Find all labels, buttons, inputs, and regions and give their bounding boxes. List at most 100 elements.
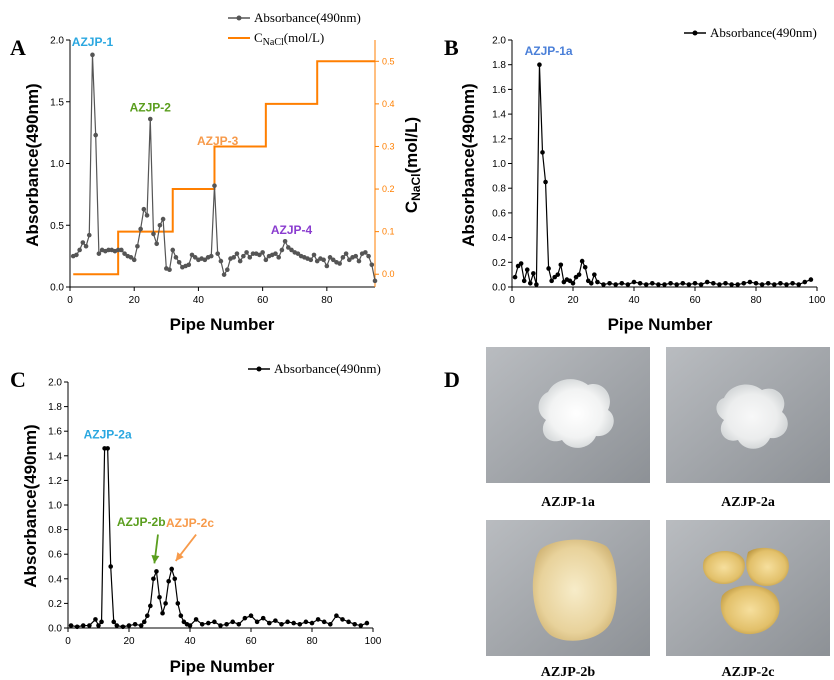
- data-point: [114, 623, 120, 628]
- data-point: [543, 179, 548, 185]
- y-tick-label: 1.8: [48, 402, 62, 413]
- panel-b-xlabel: Pipe Number: [608, 315, 713, 334]
- data-point: [582, 264, 588, 270]
- y-tick-label: 0.0: [492, 283, 506, 294]
- data-point: [558, 262, 564, 268]
- data-point: [172, 576, 178, 582]
- legend-a-absorbance-marker: [236, 15, 242, 21]
- series-absorbance-line: [70, 447, 368, 628]
- data-point: [237, 258, 243, 264]
- peak-label-azjp-2a: AZJP-2a: [84, 428, 132, 442]
- cream-sample: [532, 539, 617, 641]
- data-point: [631, 279, 637, 285]
- data-point: [96, 251, 102, 256]
- arrow-azjp-2b-head: [151, 554, 160, 564]
- data-point: [364, 620, 370, 626]
- legend-c-label: Absorbance(490nm): [274, 361, 381, 376]
- data-point: [772, 282, 777, 287]
- data-point: [808, 277, 814, 282]
- data-point: [111, 619, 117, 625]
- data-point: [108, 564, 113, 569]
- data-point: [650, 280, 655, 286]
- series-absorbance-line: [514, 64, 812, 286]
- photo-azjp-2c: [666, 520, 830, 656]
- data-point: [328, 622, 333, 627]
- data-point: [314, 258, 320, 264]
- data-point: [343, 251, 349, 256]
- x-tick-label: 60: [689, 295, 701, 306]
- data-point: [285, 619, 290, 625]
- panel-c-xlabel: Pipe Number: [170, 657, 275, 676]
- x-tick-label: 80: [306, 636, 318, 647]
- data-point: [234, 251, 240, 256]
- panel-a-plot: 0 20 40 60 80 0.0 0.5 1.0 1.5 2.0 0.0 0.1 0.2 0.3 0.4 0…: [50, 35, 394, 306]
- data-point: [87, 623, 92, 628]
- data-point: [759, 282, 765, 287]
- panel-a-ylabel: Absorbance(490nm): [23, 83, 42, 246]
- panel-letter-a: A: [10, 35, 26, 60]
- white-sample: [716, 384, 788, 449]
- peak-label-azjp-4: AZJP-4: [271, 223, 313, 237]
- data-point: [263, 257, 269, 263]
- data-point: [613, 282, 618, 287]
- legend-a-nacl-c: C: [254, 30, 263, 45]
- data-point: [86, 232, 92, 238]
- data-point: [169, 566, 174, 572]
- data-point: [704, 279, 710, 285]
- yellow-sample: [702, 551, 745, 584]
- panel-letter-c: C: [10, 367, 26, 392]
- panel-letter-b: B: [444, 35, 459, 60]
- data-point: [555, 272, 561, 277]
- data-point: [202, 257, 208, 263]
- data-point: [248, 613, 254, 618]
- photo-azjp-2b: [486, 520, 650, 656]
- photo-label-azjp-2b: AZJP-2b: [541, 665, 596, 680]
- data-point: [189, 252, 195, 258]
- data-point: [145, 613, 150, 618]
- panel-b-legend: Absorbance(490nm): [684, 25, 817, 40]
- data-point: [540, 150, 545, 155]
- data-point: [166, 578, 171, 584]
- data-point: [321, 619, 327, 625]
- panel-b-plot: 0 20 40 60 80 100 0.0 0.2 0.4 0.6 0.8 1.0 1.2 1.4 1.6 1…: [492, 36, 826, 307]
- data-point: [546, 266, 551, 271]
- data-point: [157, 594, 162, 600]
- data-point: [167, 267, 172, 273]
- panel-b: B 0 20 40 60 80 100 0.0 0.2 0.4 0.6 0.8 1.0 1.2 1.4 1.…: [444, 25, 826, 334]
- data-point: [282, 239, 288, 244]
- data-point: [151, 576, 156, 582]
- data-point: [144, 213, 150, 218]
- data-point: [273, 618, 278, 623]
- panel-a-legend: Absorbance(490nm) CNaCl(mol/L): [228, 10, 361, 48]
- y-tick-label: 0.6: [492, 208, 506, 219]
- y-tick-label: 1.0: [50, 159, 64, 170]
- data-point: [193, 617, 199, 622]
- data-point: [163, 601, 168, 606]
- data-point: [549, 278, 554, 284]
- y-tick-label: 1.5: [50, 97, 64, 108]
- data-point: [778, 280, 783, 286]
- data-point: [311, 252, 317, 258]
- yellow-sample: [720, 585, 780, 635]
- data-point: [192, 255, 198, 260]
- data-point: [372, 278, 378, 284]
- y-tick-label: 1.0: [492, 159, 506, 170]
- photo-label-azjp-2c: AZJP-2c: [722, 665, 775, 680]
- data-point: [537, 62, 542, 67]
- data-point: [247, 255, 253, 260]
- y-tick-label: 1.4: [48, 451, 62, 462]
- data-point: [157, 222, 163, 228]
- data-point: [77, 247, 82, 253]
- data-point: [135, 243, 140, 249]
- data-point: [160, 610, 165, 616]
- data-point: [199, 622, 205, 627]
- data-point: [138, 623, 144, 628]
- peak-label-azjp-1: AZJP-1: [72, 35, 114, 49]
- data-point: [334, 613, 339, 618]
- photo-label-azjp-2a: AZJP-2a: [721, 495, 775, 510]
- data-point: [585, 278, 591, 284]
- data-point: [276, 255, 281, 260]
- data-point: [308, 257, 314, 263]
- data-point: [353, 253, 359, 259]
- data-point: [330, 257, 336, 263]
